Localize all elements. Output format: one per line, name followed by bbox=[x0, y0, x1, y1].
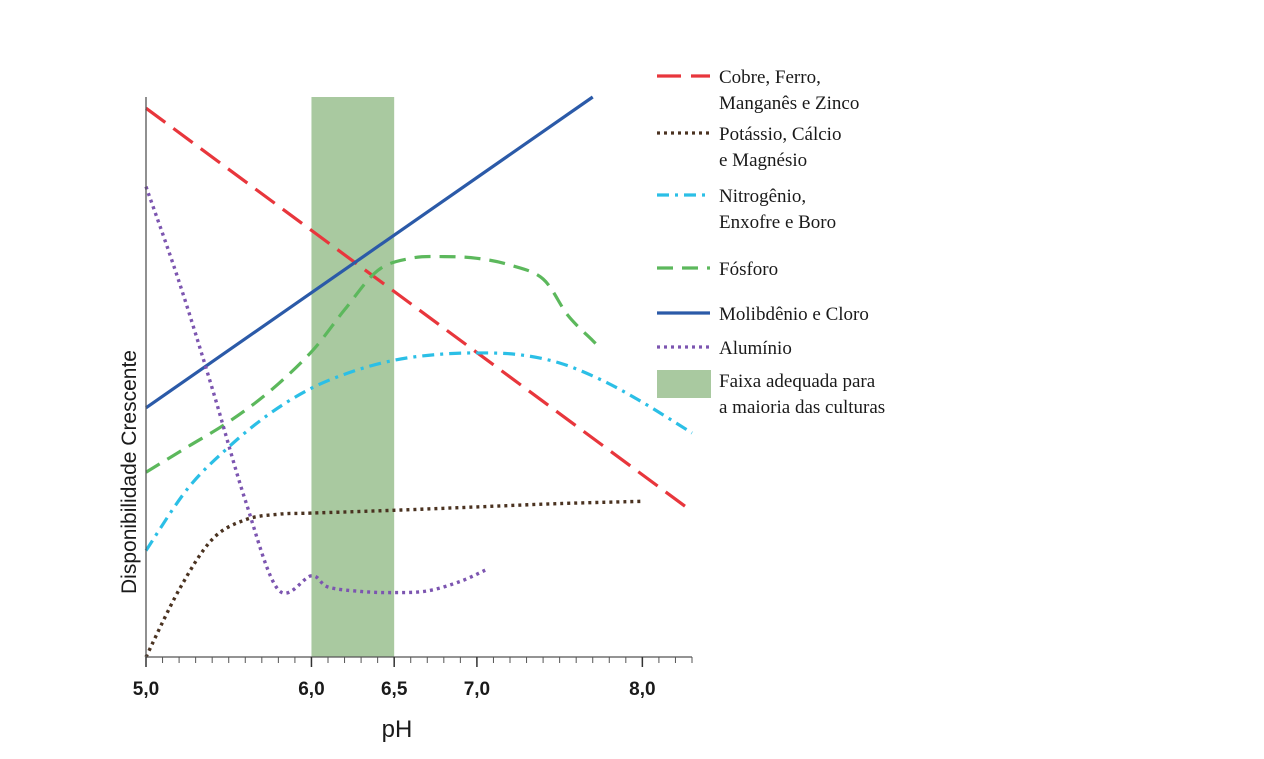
series-line-2 bbox=[144, 351, 693, 552]
legend-label: Enxofre e Boro bbox=[719, 212, 836, 233]
optimal-ph-band bbox=[311, 97, 395, 657]
x-tick-label: 8,0 bbox=[629, 679, 655, 700]
series-line-3 bbox=[145, 254, 603, 474]
x-tick-label: 6,5 bbox=[381, 679, 408, 700]
legend-label: Faixa adequada para bbox=[719, 371, 876, 392]
legend-label: Manganês e Zinco bbox=[719, 93, 859, 114]
legend-label: Nitrogênio, bbox=[719, 186, 806, 207]
legend-label: Molibdênio e Cloro bbox=[719, 304, 869, 325]
y-axis-title: Disponibilidade Crescente bbox=[118, 350, 141, 594]
series-line-0 bbox=[145, 106, 693, 513]
x-tick-label: 7,0 bbox=[464, 679, 490, 700]
legend: Cobre, Ferro, Manganês e Zinco Potássio, C… bbox=[657, 67, 885, 418]
ticks-layer: 5,0 6,0 6,5 7,0 8,0 bbox=[133, 657, 656, 700]
series-line-4 bbox=[145, 95, 594, 410]
legend-label: Potássio, Cálcio bbox=[719, 124, 841, 145]
x-tick-label: 5,0 bbox=[133, 679, 159, 700]
legend-label: Fósforo bbox=[719, 259, 778, 280]
band-layer bbox=[311, 97, 395, 657]
x-tick-label: 6,0 bbox=[298, 679, 324, 700]
axes-layer bbox=[145, 97, 693, 663]
legend-label: Cobre, Ferro, bbox=[719, 67, 821, 88]
legend-label: Alumínio bbox=[719, 338, 792, 359]
legend-label: a maioria das culturas bbox=[719, 397, 885, 418]
series-line-5 bbox=[144, 186, 486, 595]
series-layer bbox=[144, 95, 693, 658]
legend-swatch-band bbox=[657, 370, 711, 398]
legend-label: e Magnésio bbox=[719, 150, 807, 171]
x-axis-title: pH bbox=[382, 716, 413, 743]
